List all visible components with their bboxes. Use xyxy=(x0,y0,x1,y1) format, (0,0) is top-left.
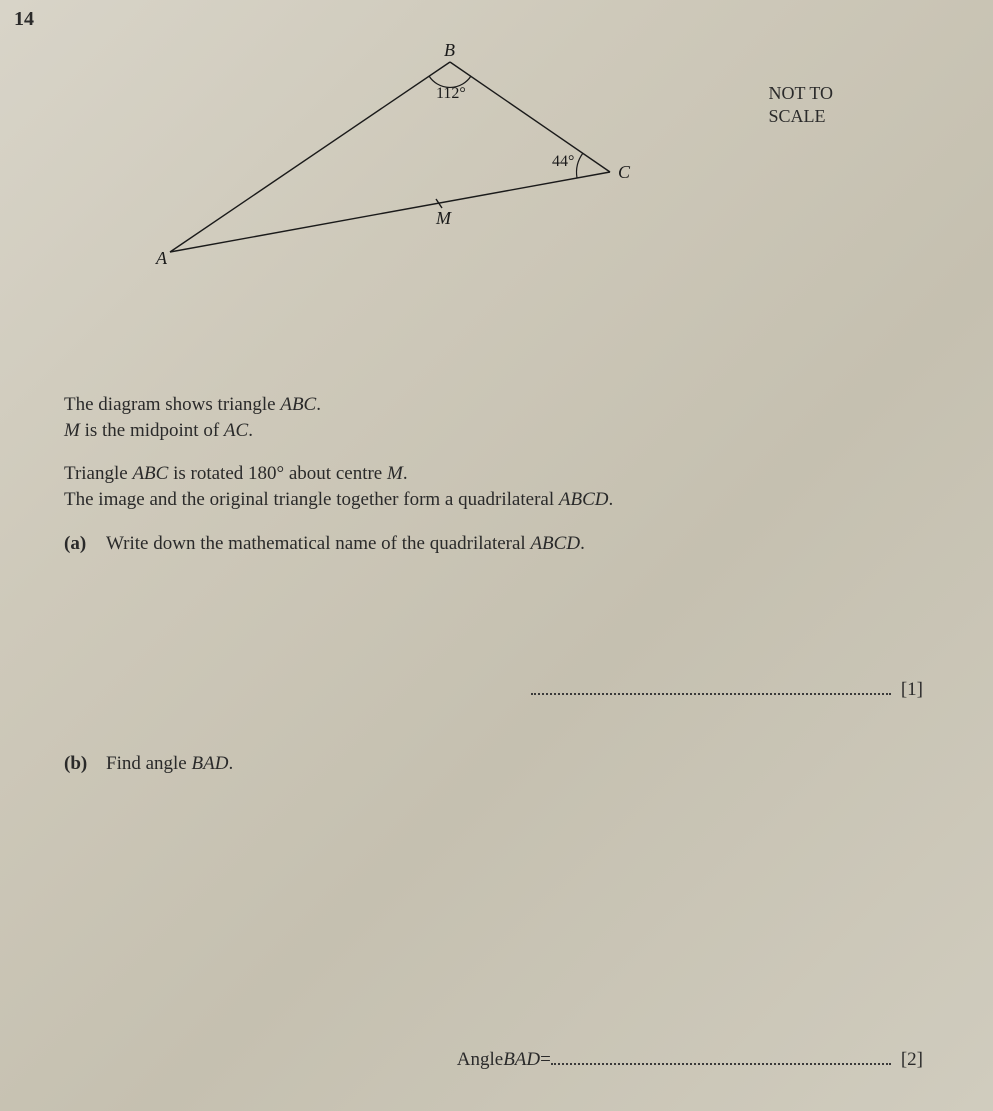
p1-end1: . xyxy=(316,394,321,415)
p2-text2: The image and the original triangle toge… xyxy=(64,489,559,510)
part-a-answer-line xyxy=(531,676,891,695)
side-ca xyxy=(170,172,610,252)
side-ab xyxy=(170,62,450,252)
p1-end2: . xyxy=(248,420,253,441)
part-b-answer-line xyxy=(551,1046,891,1065)
p2-mid: is rotated 180° about centre xyxy=(168,463,387,484)
not-to-scale-line1: NOT TO xyxy=(768,82,833,105)
p2-end1: . xyxy=(403,463,408,484)
vertex-a-label: A xyxy=(155,248,168,268)
part-b-answer-prefix: Angle xyxy=(457,1047,503,1073)
exam-page: 14 A B C M 112° 44° NOT TO SCALE xyxy=(0,0,993,1111)
p2-text1: Triangle xyxy=(64,463,132,484)
part-a-answer-row: [1] xyxy=(64,676,933,703)
part-b-end: . xyxy=(228,753,233,774)
part-a-marks: [1] xyxy=(901,677,923,703)
p2-end2: . xyxy=(608,489,613,510)
part-b-answer-row: Angle BAD = [2] xyxy=(64,1046,933,1073)
vertex-b-label: B xyxy=(444,42,455,60)
triangle-diagram: A B C M 112° 44° xyxy=(140,42,660,282)
part-b-answer-eq: = xyxy=(540,1047,551,1073)
p1-m: M xyxy=(64,420,80,441)
side-bc xyxy=(450,62,610,172)
paragraph-1: The diagram shows triangle ABC. M is the… xyxy=(64,392,933,443)
part-a-text-container: Write down the mathematical name of the … xyxy=(106,531,933,557)
not-to-scale: NOT TO SCALE xyxy=(768,82,833,129)
question-number: 14 xyxy=(14,8,34,31)
part-a-label: (a) xyxy=(64,531,106,557)
paragraph-2: Triangle ABC is rotated 180° about centr… xyxy=(64,461,933,512)
part-b-marks: [2] xyxy=(901,1047,923,1073)
p2-abcd: ABCD xyxy=(559,489,609,510)
part-b-label: (b) xyxy=(64,751,106,777)
part-a-abcd: ABCD xyxy=(530,533,580,554)
angle-c-label: 44° xyxy=(552,153,574,170)
part-b-text-container: Find angle BAD. xyxy=(106,751,933,777)
part-a-end: . xyxy=(580,533,585,554)
question-body: The diagram shows triangle ABC. M is the… xyxy=(64,392,933,1073)
p2-abc: ABC xyxy=(132,463,168,484)
part-b-text: Find angle xyxy=(106,753,192,774)
vertex-c-label: C xyxy=(618,162,631,182)
p2-m: M xyxy=(387,463,403,484)
p1-text1: The diagram shows triangle xyxy=(64,394,280,415)
part-b-bad: BAD xyxy=(192,753,229,774)
not-to-scale-line2: SCALE xyxy=(768,105,833,128)
angle-b-label: 112° xyxy=(436,85,466,102)
part-b: (b) Find angle BAD. xyxy=(64,751,933,777)
p1-abc: ABC xyxy=(280,394,316,415)
part-a-text: Write down the mathematical name of the … xyxy=(106,533,530,554)
p1-text2: is the midpoint of xyxy=(80,420,224,441)
p1-ac: AC xyxy=(224,420,248,441)
part-b-answer-bad: BAD xyxy=(503,1047,540,1073)
angle-arc-c xyxy=(577,153,583,178)
part-a: (a) Write down the mathematical name of … xyxy=(64,531,933,557)
diagram-area: A B C M 112° 44° NOT TO SCALE xyxy=(60,42,933,302)
vertex-m-label: M xyxy=(435,208,452,228)
